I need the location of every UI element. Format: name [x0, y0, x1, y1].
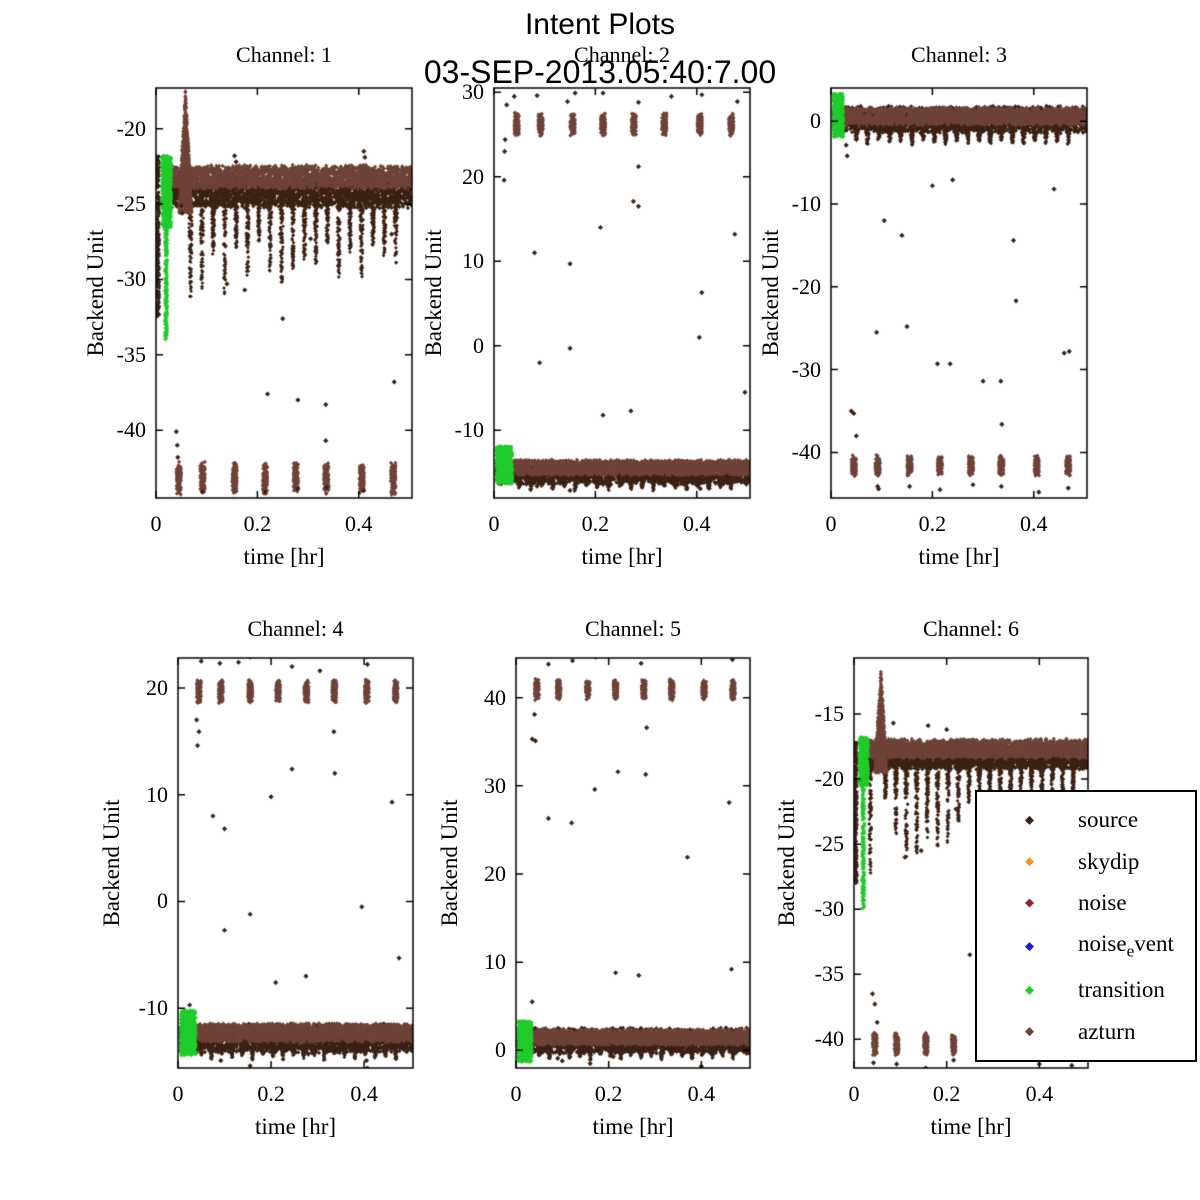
x-axis-label-channel-3: time [hr]	[918, 544, 1000, 569]
y-axis-label-channel-5: Backend Unit	[437, 799, 462, 927]
y-axis-label-channel-1: Backend Unit	[83, 229, 108, 357]
x-axis-label-channel-2: time [hr]	[581, 544, 663, 569]
subplot-title-channel-3: Channel: 3	[911, 42, 1007, 67]
diamond-marker-skydip	[1025, 857, 1034, 867]
diamond-marker-transition	[1025, 985, 1034, 995]
x-axis-label-channel-4: time [hr]	[254, 1114, 337, 1139]
figure-title: Intent Plots	[524, 8, 676, 41]
x-axis-label-channel-6: time [hr]	[930, 1114, 1012, 1139]
legend-item-transition: transition	[977, 977, 1195, 1003]
legend-label-source: source	[1078, 807, 1139, 833]
figure-subtitle: 03-SEP-2013.05:40:7.00	[423, 54, 777, 90]
diamond-marker-source	[1025, 815, 1034, 825]
legend-item-source: source	[977, 807, 1195, 833]
legend-item-skydip: skydip	[977, 849, 1195, 875]
legend-label-skydip: skydip	[1078, 848, 1140, 874]
legend-label-transition: transition	[1078, 977, 1165, 1003]
legend-label-azturn: azturn	[1078, 1018, 1136, 1044]
x-axis-label-channel-1: time [hr]	[243, 544, 325, 569]
y-axis-label-channel-2: Backend Unit	[421, 229, 446, 357]
diamond-marker-azturn	[1025, 1027, 1034, 1037]
legend: source skydip noise noiseevent transitio…	[975, 790, 1197, 1062]
legend-item-azturn: azturn	[977, 1019, 1195, 1045]
legend-label-noise: noise	[1078, 890, 1127, 916]
legend-item-noise: noise	[977, 890, 1195, 916]
subplot-title-channel-1: Channel: 1	[236, 42, 332, 67]
subplot-title-channel-5: Channel: 5	[585, 616, 681, 641]
y-axis-label-channel-6: Backend Unit	[774, 799, 799, 927]
legend-item-noise-event: noiseevent	[977, 931, 1195, 962]
y-axis-label-channel-4: Backend Unit	[99, 799, 124, 927]
subplot-title-channel-4: Channel: 4	[247, 616, 344, 641]
subplot-title-channel-2: Channel: 2	[574, 42, 670, 67]
subplot-title-channel-6: Channel: 6	[923, 616, 1019, 641]
diamond-marker-noise-event	[1025, 942, 1034, 952]
y-axis-label-channel-3: Backend Unit	[758, 229, 783, 357]
x-axis-label-channel-5: time [hr]	[592, 1114, 674, 1139]
legend-label-noise-event: noiseevent	[1078, 931, 1174, 961]
diamond-marker-noise	[1025, 898, 1034, 908]
